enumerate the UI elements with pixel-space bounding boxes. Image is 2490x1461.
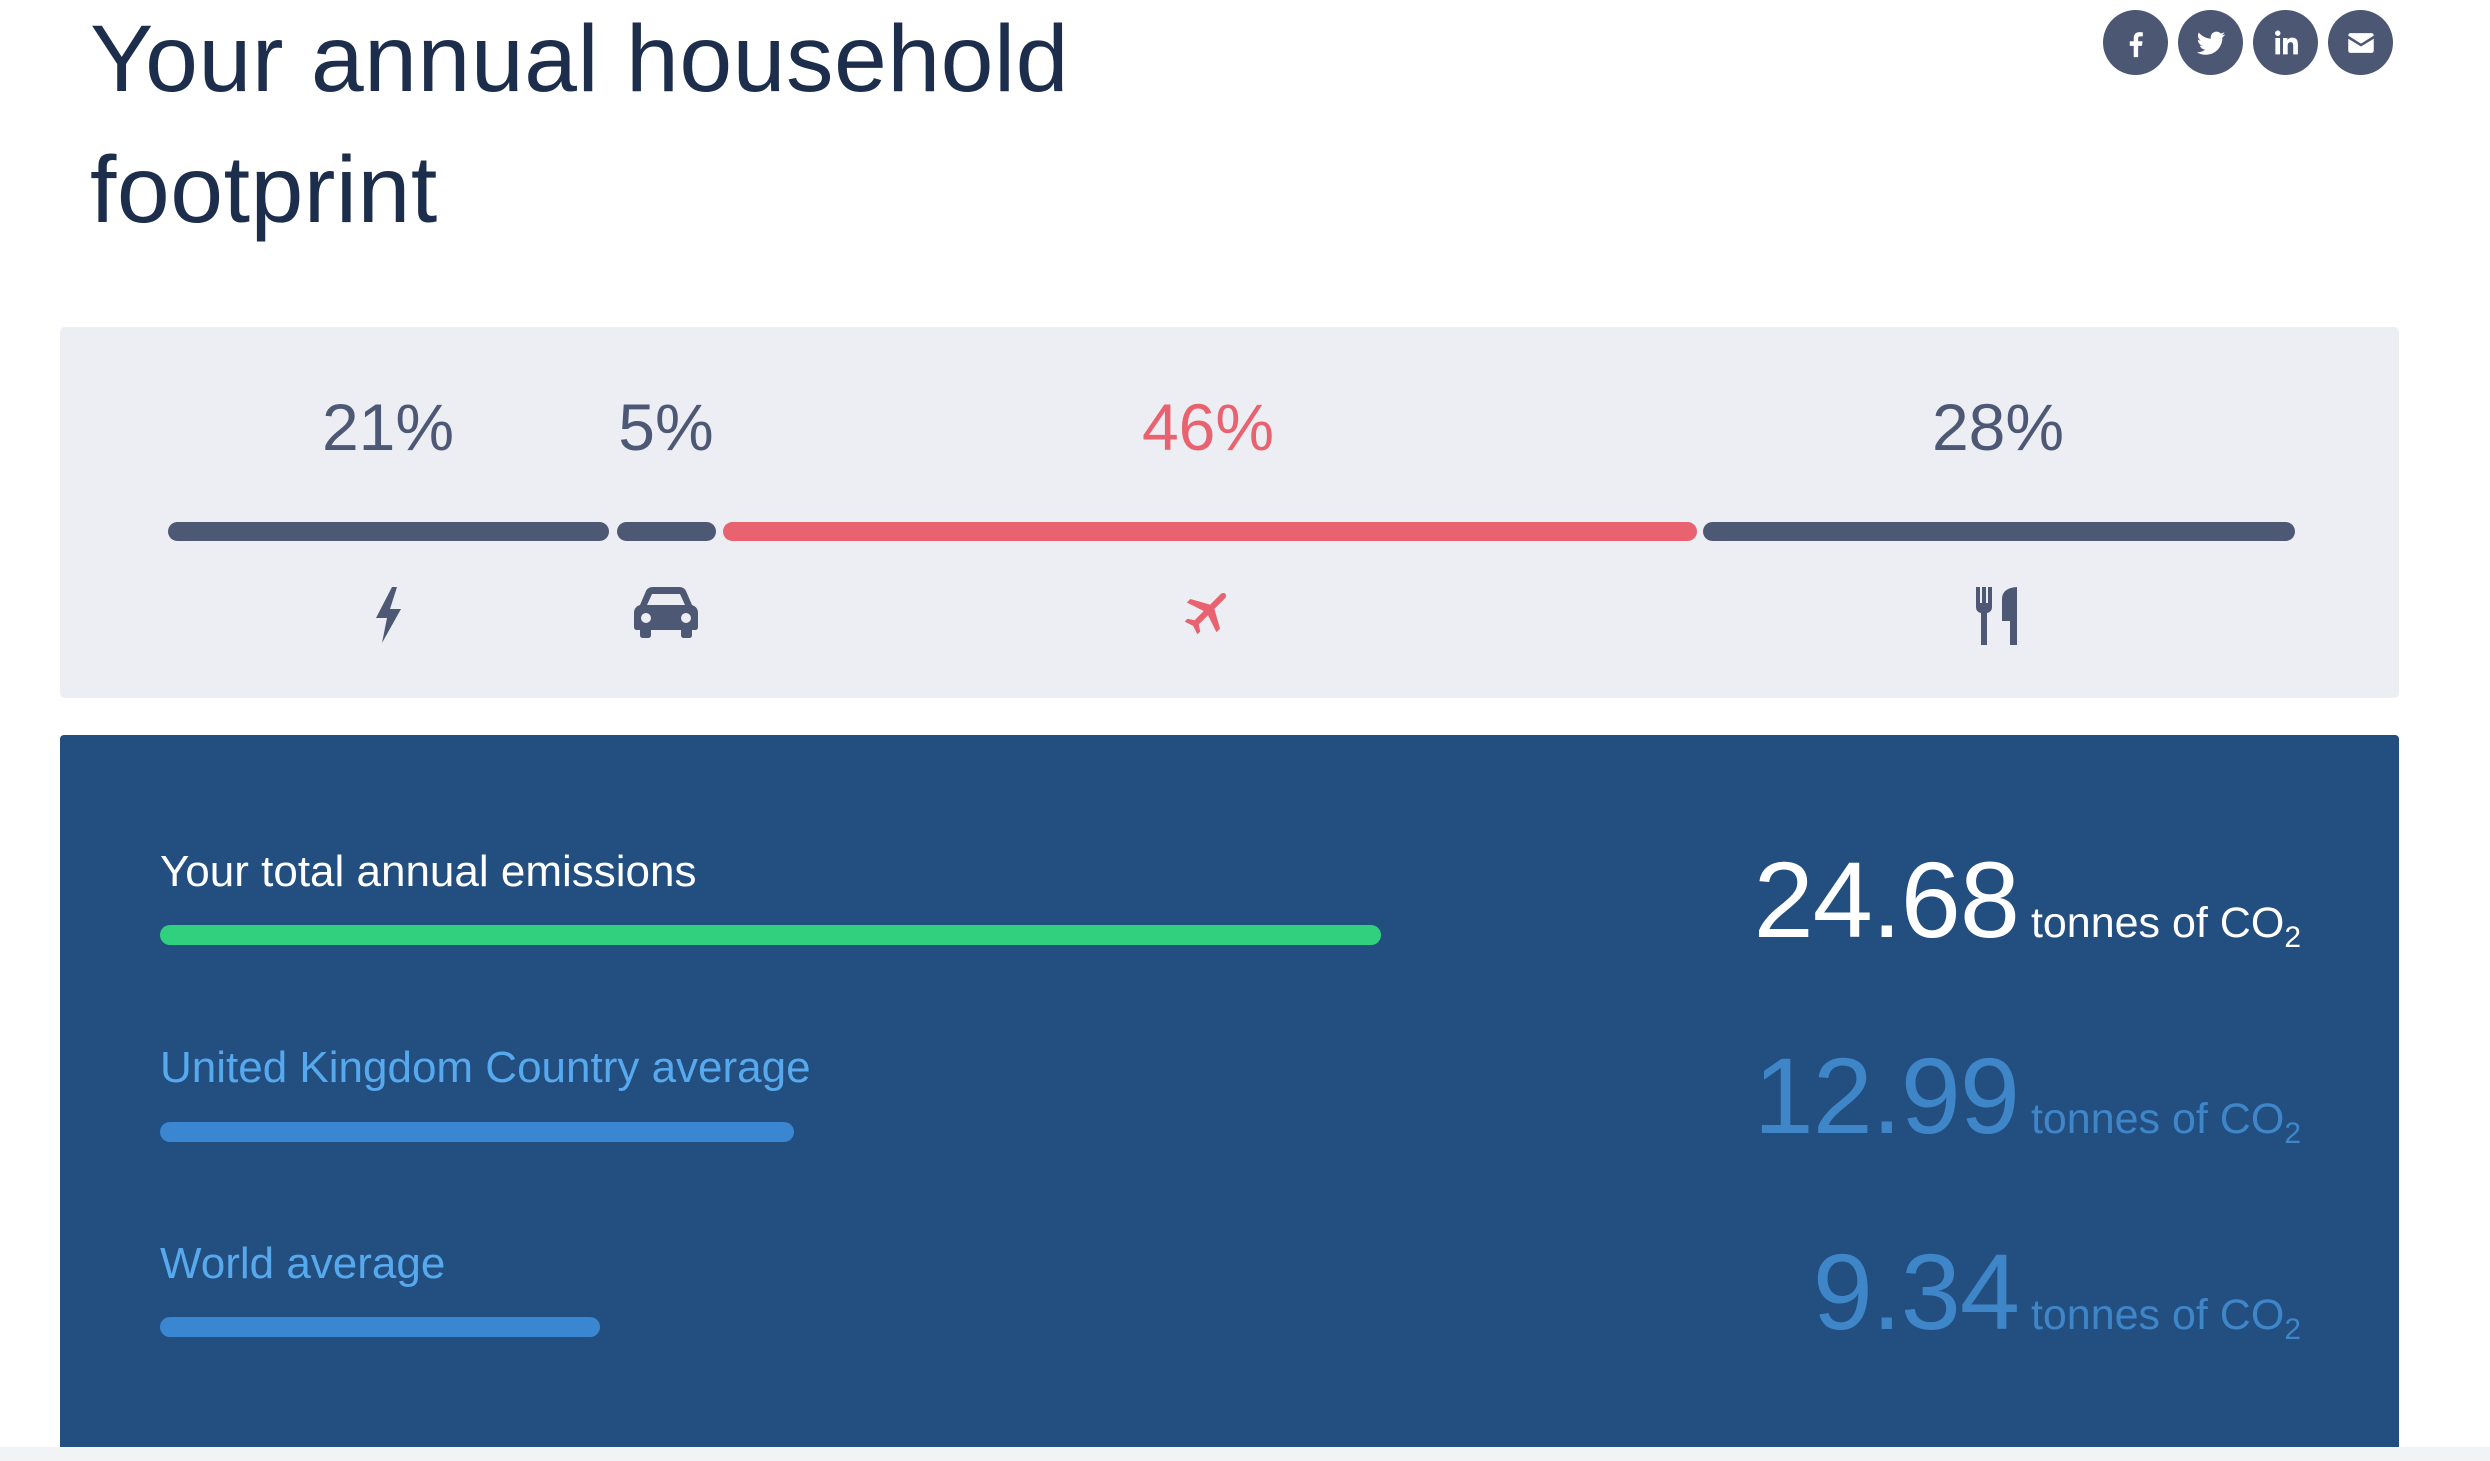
email-share-button[interactable] xyxy=(2328,10,2393,75)
car-icon xyxy=(632,585,700,639)
food-share-bar xyxy=(1703,522,2295,541)
emissions-summary: Your total annual emissions 24.68 tonnes… xyxy=(60,735,2399,1453)
country-average-label: United Kingdom Country average xyxy=(160,1043,811,1092)
country-average-bar xyxy=(160,1122,794,1142)
lightning-icon xyxy=(368,585,408,645)
flights-percent: 46% xyxy=(1141,390,1275,464)
total-emissions-unit: tonnes of CO2 xyxy=(2030,899,2301,954)
country-average-value: 12.99 tonnes of CO2 xyxy=(1754,1033,2301,1158)
facebook-share-button[interactable] xyxy=(2103,10,2168,75)
world-average-bar xyxy=(160,1317,600,1337)
airplane-icon xyxy=(1182,585,1234,637)
share-buttons xyxy=(2103,10,2393,75)
total-emissions-bar xyxy=(160,925,1381,945)
cutlery-icon xyxy=(1973,585,2023,647)
twitter-share-button[interactable] xyxy=(2178,10,2243,75)
flights-share-bar xyxy=(723,522,1697,541)
page-title-line1: Your annual household xyxy=(90,6,1069,112)
world-average-unit: tonnes of CO2 xyxy=(2030,1291,2301,1346)
country-average-unit: tonnes of CO2 xyxy=(2030,1095,2301,1150)
page-title-line2: footprint xyxy=(90,137,438,243)
car-percent: 5% xyxy=(618,390,714,464)
linkedin-icon xyxy=(2274,30,2298,54)
page-title: Your annual household footprint xyxy=(90,0,1190,256)
page-bottom-edge xyxy=(0,1447,2490,1461)
world-average-number: 9.34 xyxy=(1812,1231,2020,1352)
total-emissions-value: 24.68 tonnes of CO2 xyxy=(1754,837,2301,962)
footprint-breakdown: 21% 5% 46% 28% xyxy=(60,327,2399,698)
world-average-label: World average xyxy=(160,1239,446,1288)
facebook-icon xyxy=(2129,31,2143,57)
world-average-value: 9.34 tonnes of CO2 xyxy=(1813,1229,2301,1354)
energy-percent: 21% xyxy=(321,390,455,464)
total-emissions-label: Your total annual emissions xyxy=(160,847,697,896)
car-share-bar xyxy=(617,522,716,541)
energy-share-bar xyxy=(168,522,609,541)
linkedin-share-button[interactable] xyxy=(2253,10,2318,75)
total-emissions-number: 24.68 xyxy=(1753,839,2020,960)
twitter-icon xyxy=(2196,31,2225,55)
country-average-number: 12.99 xyxy=(1753,1035,2020,1156)
food-percent: 28% xyxy=(1931,390,2065,464)
email-icon xyxy=(2347,32,2374,53)
